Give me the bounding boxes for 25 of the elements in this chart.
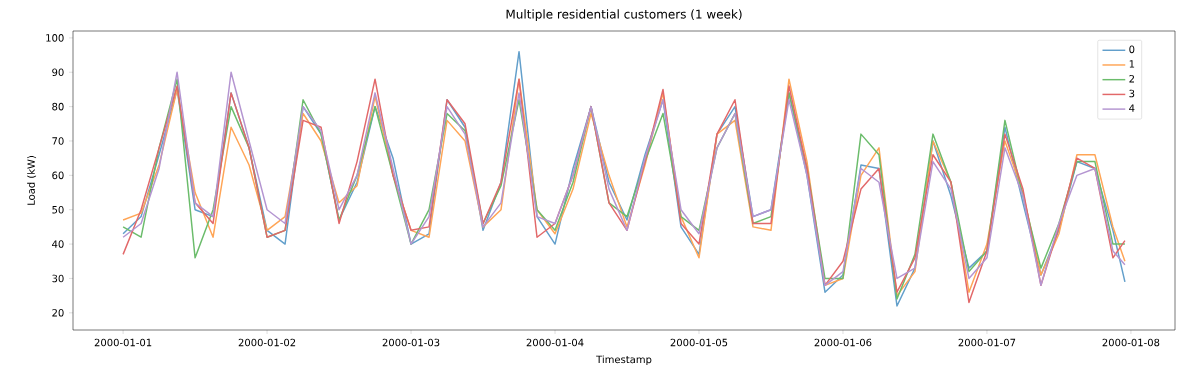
legend-label: 0	[1129, 45, 1135, 54]
x-tick-label: 2000-01-02	[238, 338, 296, 347]
y-tick-label: 20	[52, 309, 64, 317]
x-tick-label: 2000-01-03	[382, 338, 440, 347]
x-tick-label: 2000-01-06	[814, 338, 872, 347]
x-tick-label: 2000-01-07	[958, 338, 1016, 347]
legend-label: 4	[1129, 104, 1135, 112]
y-axis-title: Load (kW)	[27, 156, 37, 205]
y-tick-label: 30	[52, 274, 64, 283]
chart-title: Multiple residential customers (1 week)	[506, 9, 742, 21]
legend-label: 1	[1129, 60, 1135, 68]
legend-label: 2	[1129, 74, 1135, 83]
x-axis-title: Timestamp	[596, 355, 652, 366]
x-tick-label: 2000-01-01	[94, 338, 152, 347]
legend-label: 3	[1129, 89, 1135, 98]
y-tick-label: 60	[52, 171, 64, 180]
x-tick-label: 2000-01-04	[526, 338, 584, 347]
y-tick-label: 70	[52, 137, 64, 145]
y-tick-label: 100	[46, 34, 64, 42]
y-tick-label: 90	[52, 68, 64, 77]
y-tick-label: 40	[52, 240, 64, 248]
y-tick-label: 50	[52, 205, 64, 214]
x-tick-label: 2000-01-05	[670, 338, 728, 347]
y-tick-label: 80	[52, 102, 64, 111]
x-tick-label: 2000-01-08	[1102, 338, 1160, 347]
